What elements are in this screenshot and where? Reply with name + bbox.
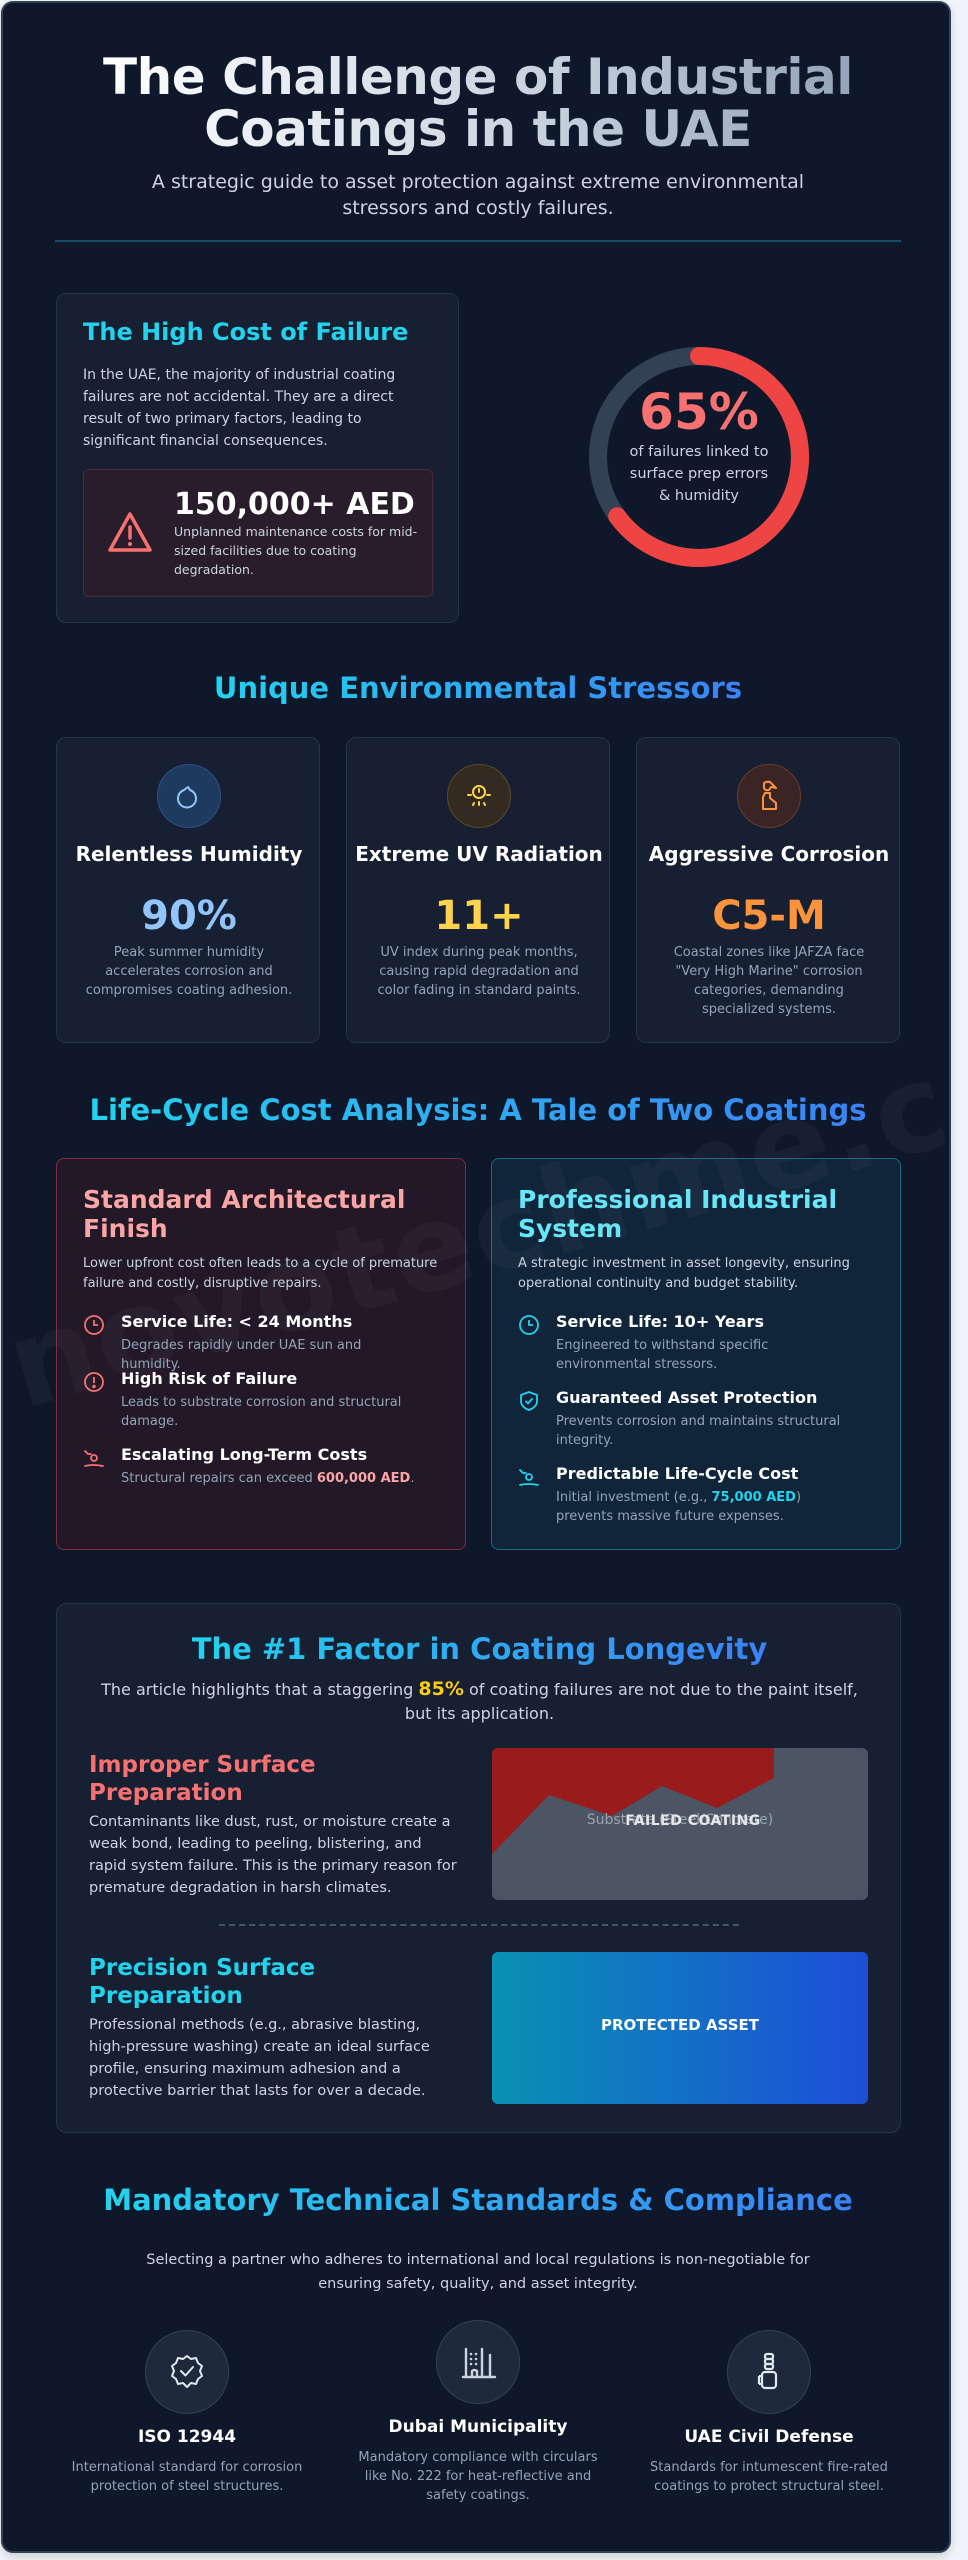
factor-title: The #1 Factor in Coating Longevity bbox=[191, 1632, 768, 1666]
donut-percent: 65% bbox=[639, 383, 759, 441]
header-divider bbox=[55, 240, 901, 242]
precision-text: Professional methods (e.g., abrasive bla… bbox=[89, 2017, 430, 2099]
professional-lead: A strategic investment in asset longevit… bbox=[518, 1256, 850, 1291]
page-subtitle: A strategic guide to asset protection ag… bbox=[151, 171, 805, 219]
protected-asset-visual: PROTECTED ASSET bbox=[492, 1952, 868, 2104]
cost-hand-icon bbox=[84, 1450, 104, 1467]
improper-title: Improper Surface Preparation bbox=[89, 1752, 316, 1806]
standard-text: Mandatory compliance with circulars like… bbox=[358, 2450, 598, 2503]
page-title: The Challenge of Industrial Coatings in … bbox=[98, 51, 858, 155]
badge-check-icon bbox=[145, 2330, 229, 2414]
stressor-title: Relentless Humidity bbox=[75, 842, 303, 866]
infographic-frame: novotechme.com The Challenge of Industri… bbox=[1, 1, 951, 2553]
sun-icon bbox=[447, 764, 511, 828]
section-divider bbox=[219, 1924, 739, 1926]
cost-highlight: 600,000 AED bbox=[316, 1471, 411, 1486]
standards-heading: Mandatory Technical Standards & Complian… bbox=[103, 2183, 853, 2217]
standard-title: Standard Architectural Finish bbox=[83, 1185, 406, 1243]
factor-highlight: 85% bbox=[418, 1678, 464, 1700]
professional-title: Professional Industrial System bbox=[518, 1185, 838, 1243]
cost-alert-value: 150,000+ AED bbox=[174, 487, 415, 522]
stressor-card-uv: Extreme UV Radiation 11+ UV index during… bbox=[346, 737, 610, 1043]
cost-alert: 150,000+ AED Unplanned maintenance costs… bbox=[83, 469, 433, 597]
improper-text: Contaminants like dust, rust, or moistur… bbox=[89, 1814, 457, 1896]
stressor-description: Peak summer humidity accelerates corrosi… bbox=[85, 945, 293, 998]
stressor-value: 11+ bbox=[434, 893, 524, 939]
standard-title: Dubai Municipality bbox=[388, 2417, 568, 2437]
clock-icon bbox=[84, 1315, 104, 1335]
shield-check-icon bbox=[520, 1391, 538, 1411]
standard-text: International standard for corrosion pro… bbox=[71, 2460, 303, 2494]
failed-coating-label: FAILED COATING bbox=[625, 1813, 761, 1829]
cost-highlight: 75,000 AED bbox=[711, 1490, 796, 1505]
standard-title: UAE Civil Defense bbox=[684, 2427, 854, 2447]
cost-title: The High Cost of Failure bbox=[83, 318, 409, 346]
cost-hand-icon bbox=[519, 1469, 539, 1486]
building-icon bbox=[436, 2320, 520, 2404]
standard-lead: Lower upfront cost often leads to a cycl… bbox=[83, 1256, 438, 1291]
fire-extinguisher-icon bbox=[727, 2330, 811, 2414]
precision-title: Precision Surface Preparation bbox=[89, 1955, 316, 2009]
lifecycle-heading: Life-Cycle Cost Analysis: A Tale of Two … bbox=[89, 1093, 867, 1127]
high-cost-card: The High Cost of Failure In the UAE, the… bbox=[56, 293, 459, 623]
standard-title: ISO 12944 bbox=[137, 2427, 237, 2447]
substrate-label: Substrate (Steel/Concrete) bbox=[586, 1812, 774, 1828]
donut-ring bbox=[589, 347, 809, 567]
stressors-heading: Unique Environmental Stressors bbox=[213, 671, 743, 705]
standard-text: Standards for intumescent fire-rated coa… bbox=[650, 2460, 888, 2494]
stressor-value: C5-M bbox=[712, 893, 826, 939]
cost-alert-text: Unplanned maintenance costs for mid-size… bbox=[174, 524, 418, 577]
clock-icon bbox=[519, 1315, 539, 1335]
factor-subtitle: The article highlights that a staggering… bbox=[101, 1678, 858, 1723]
standard-finish-card: Standard Architectural Finish Lower upfr… bbox=[56, 1158, 466, 1550]
standards-intro: Selecting a partner who adheres to inter… bbox=[146, 2252, 810, 2292]
spray-bottle-icon bbox=[737, 764, 801, 828]
stressor-title: Extreme UV Radiation bbox=[355, 842, 603, 866]
donut-label: of failures linked to surface prep error… bbox=[629, 444, 769, 504]
protected-asset-label: PROTECTED ASSET bbox=[601, 2016, 759, 2034]
factor-card: The #1 Factor in Coating Longevity The a… bbox=[56, 1603, 901, 2133]
stressor-value: 90% bbox=[141, 893, 237, 939]
hero: The Challenge of Industrial Coatings in … bbox=[3, 51, 949, 221]
alert-circle-icon bbox=[84, 1372, 104, 1392]
stressor-card-corrosion: Aggressive Corrosion C5-M Coastal zones … bbox=[636, 737, 900, 1043]
failure-donut-chart: 65% of failures linked to surface prep e… bbox=[583, 341, 815, 573]
failed-coating-visual: Substrate (Steel/Concrete) FAILED COATIN… bbox=[492, 1748, 868, 1900]
stressor-card-humidity: Relentless Humidity 90% Peak summer humi… bbox=[56, 737, 320, 1043]
stressor-description: Coastal zones like JAFZA face "Very High… bbox=[673, 945, 865, 1017]
warning-triangle-icon bbox=[108, 512, 152, 552]
professional-system-card: Professional Industrial System A strateg… bbox=[491, 1158, 901, 1550]
failed-coating-shape bbox=[492, 1748, 774, 1854]
droplet-icon bbox=[157, 764, 221, 828]
stressor-title: Aggressive Corrosion bbox=[648, 842, 890, 866]
cost-description: In the UAE, the majority of industrial c… bbox=[83, 367, 396, 449]
stressor-description: UV index during peak months, causing rap… bbox=[377, 945, 581, 998]
